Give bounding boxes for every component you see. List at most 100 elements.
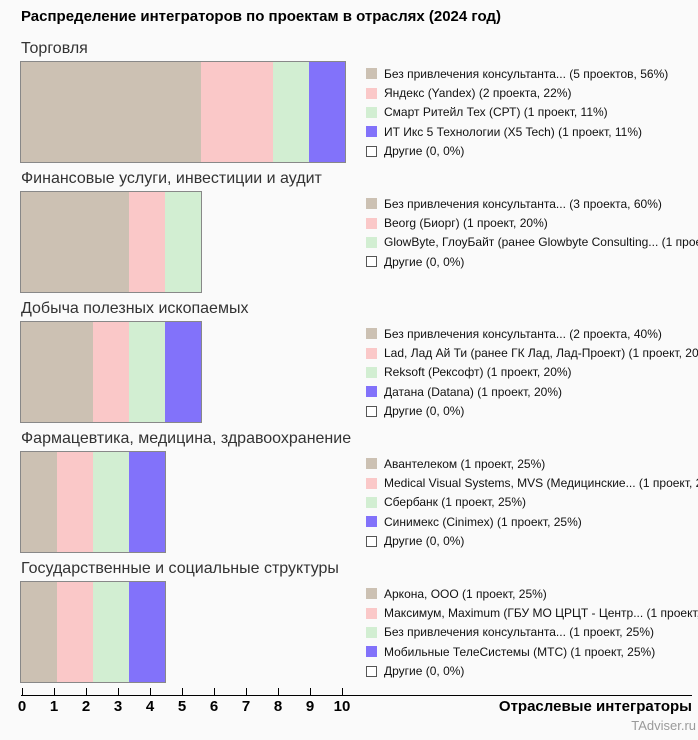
legend-label: Без привлечения консультанта... (1 проек… — [384, 625, 654, 640]
bar-segment-2 — [165, 192, 201, 292]
legend-swatch — [366, 588, 377, 600]
legend-label: Другие (0, 0%) — [384, 254, 465, 269]
legend-label: Авантелеком (1 проект, 25%) — [384, 456, 546, 471]
bar-segment-0 — [21, 322, 93, 422]
legend-swatch — [366, 607, 377, 619]
legend-item-4: Другие (0, 0%) — [366, 402, 698, 421]
x-tick-label-3: 3 — [113, 698, 123, 715]
x-tick-label-4: 4 — [145, 698, 155, 715]
legend-label: Максимум, Maximum (ГБУ МО ЦРЦТ - Центр..… — [384, 606, 698, 621]
x-tick-label-1: 1 — [49, 698, 59, 715]
x-tick-label-9: 9 — [305, 698, 315, 715]
legend-label: GlowByte, ГлоуБайт (ранее Glowbyte Consu… — [384, 235, 698, 250]
bar-segment-1 — [57, 452, 93, 552]
legend: Без привлечения консультанта... (3 проек… — [366, 194, 698, 272]
legend-swatch — [366, 535, 377, 547]
chart-section-1: Финансовые услуги, инвестиции и аудит Без… — [0, 170, 698, 300]
section-title: Государственные и социальные структуры — [21, 560, 339, 577]
legend-swatch — [366, 106, 377, 118]
legend-swatch — [366, 366, 377, 378]
stacked-bar — [20, 61, 346, 163]
legend-swatch — [366, 626, 377, 638]
legend-item-3: Датана (Datana) (1 проект, 20%) — [366, 382, 698, 401]
bar-segment-0 — [21, 582, 57, 682]
legend-label: Другие (0, 0%) — [384, 404, 465, 419]
x-tick-mark-0 — [22, 688, 23, 695]
stacked-bar — [20, 581, 166, 683]
legend: Авантелеком (1 проект, 25%) Medical Visua… — [366, 454, 698, 551]
legend-item-4: Другие (0, 0%) — [366, 142, 668, 161]
section-title: Финансовые услуги, инвестиции и аудит — [21, 170, 322, 187]
legend-item-2: Смарт Ритейл Тех (СРТ) (1 проект, 11%) — [366, 103, 668, 122]
chart-section-2: Добыча полезных ископаемых Без привлечени… — [0, 300, 698, 430]
legend-label: Яндекс (Yandex) (2 проекта, 22%) — [384, 86, 572, 101]
legend-label: Другие (0, 0%) — [384, 534, 465, 549]
legend-item-1: Beorg (Биорг) (1 проект, 20%) — [366, 213, 698, 232]
legend-swatch — [366, 665, 377, 677]
legend-swatch — [366, 405, 377, 417]
legend-item-0: Без привлечения консультанта... (2 проек… — [366, 324, 698, 343]
section-title: Фармацевтика, медицина, здравоохранение — [21, 430, 352, 447]
bar-segment-0 — [21, 192, 129, 292]
x-tick-mark-10 — [342, 688, 343, 695]
legend: Аркона, ООО (1 проект, 25%) Максимум, Max… — [366, 584, 698, 681]
legend-swatch — [366, 496, 377, 508]
legend-item-1: Яндекс (Yandex) (2 проекта, 22%) — [366, 83, 668, 102]
legend-item-2: GlowByte, ГлоуБайт (ранее Glowbyte Consu… — [366, 233, 698, 252]
legend-label: Beorg (Биорг) (1 проект, 20%) — [384, 216, 548, 231]
x-axis-line — [21, 695, 692, 696]
legend-label: Medical Visual Systems, MVS (Медицинские… — [384, 476, 698, 491]
legend-label: Другие (0, 0%) — [384, 144, 465, 159]
x-tick-mark-1 — [54, 688, 55, 695]
legend-item-0: Авантелеком (1 проект, 25%) — [366, 454, 698, 473]
legend-label: Без привлечения консультанта... (2 проек… — [384, 326, 662, 341]
legend-item-3: Синимекс (Cinimex) (1 проект, 25%) — [366, 512, 698, 531]
legend-label: Смарт Ритейл Тех (СРТ) (1 проект, 11%) — [384, 105, 608, 120]
bar-segment-1 — [201, 62, 273, 162]
x-tick-mark-2 — [86, 688, 87, 695]
bar-segment-3 — [129, 582, 165, 682]
legend-swatch — [366, 347, 377, 359]
bar-segment-1 — [93, 322, 129, 422]
bar-segment-2 — [273, 62, 309, 162]
watermark-tadviser: TAdviser.ru — [631, 718, 696, 733]
x-tick-mark-6 — [214, 688, 215, 695]
legend-item-3: Мобильные ТелеСистемы (МТС) (1 проект, 2… — [366, 642, 698, 661]
stacked-bar — [20, 451, 166, 553]
bar-segment-3 — [309, 62, 345, 162]
legend-label: Аркона, ООО (1 проект, 25%) — [384, 586, 547, 601]
legend-swatch — [366, 68, 377, 80]
legend-item-2: Reksoft (Рексофт) (1 проект, 20%) — [366, 363, 698, 382]
x-axis-label: Отраслевые интеграторы — [498, 698, 692, 715]
bar-segment-0 — [21, 452, 57, 552]
legend-item-0: Без привлечения консультанта... (3 проек… — [366, 194, 698, 213]
legend-swatch — [366, 516, 377, 528]
stacked-bar — [20, 191, 202, 293]
legend-label: Без привлечения консультанта... (5 проек… — [384, 66, 669, 81]
bar-segment-0 — [21, 62, 201, 162]
legend-item-1: Lad, Лад Ай Ти (ранее ГК Лад, Лад-Проект… — [366, 343, 698, 362]
x-tick-label-0: 0 — [17, 698, 27, 715]
x-tick-mark-8 — [278, 688, 279, 695]
stacked-bar — [20, 321, 202, 423]
x-tick-label-5: 5 — [177, 698, 187, 715]
bar-segment-2 — [129, 322, 165, 422]
legend-swatch — [366, 126, 377, 138]
legend-swatch — [366, 256, 377, 268]
legend-item-2: Без привлечения консультанта... (1 проек… — [366, 623, 698, 642]
legend-item-3: ИТ Икс 5 Технологии (X5 Tech) (1 проект,… — [366, 122, 668, 141]
legend-swatch — [366, 87, 377, 99]
legend: Без привлечения консультанта... (2 проек… — [366, 324, 698, 421]
legend-label: Сбербанк (1 проект, 25%) — [384, 495, 526, 510]
bar-segment-3 — [165, 322, 201, 422]
legend-swatch — [366, 458, 377, 470]
x-tick-label-8: 8 — [273, 698, 283, 715]
legend-swatch — [366, 198, 377, 210]
legend-label: Lad, Лад Ай Ти (ранее ГК Лад, Лад-Проект… — [384, 346, 698, 361]
legend-swatch — [366, 217, 377, 229]
x-tick-mark-5 — [182, 688, 183, 695]
legend-label: Мобильные ТелеСистемы (МТС) (1 проект, 2… — [384, 644, 656, 659]
legend-label: Датана (Datana) (1 проект, 20%) — [384, 384, 562, 399]
legend-item-2: Сбербанк (1 проект, 25%) — [366, 493, 698, 512]
legend-item-1: Medical Visual Systems, MVS (Медицинские… — [366, 473, 698, 492]
